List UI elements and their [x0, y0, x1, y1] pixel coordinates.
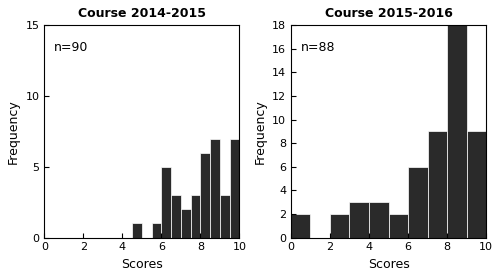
- Bar: [428, 131, 447, 238]
- Y-axis label: Frequency: Frequency: [254, 99, 266, 164]
- Bar: [152, 224, 162, 238]
- Title: Course 2015-2016: Course 2015-2016: [324, 7, 452, 20]
- Bar: [291, 214, 310, 238]
- Bar: [181, 209, 190, 238]
- Bar: [132, 224, 142, 238]
- Text: n=90: n=90: [54, 41, 88, 54]
- Bar: [190, 195, 200, 238]
- Bar: [162, 167, 171, 238]
- Title: Course 2014-2015: Course 2014-2015: [78, 7, 206, 20]
- Y-axis label: Frequency: Frequency: [7, 99, 20, 164]
- Bar: [200, 153, 210, 238]
- X-axis label: Scores: Scores: [368, 258, 410, 271]
- Bar: [369, 202, 388, 238]
- Bar: [388, 214, 408, 238]
- X-axis label: Scores: Scores: [121, 258, 163, 271]
- Bar: [447, 0, 466, 238]
- Bar: [230, 138, 239, 238]
- Bar: [330, 214, 349, 238]
- Bar: [220, 195, 230, 238]
- Bar: [466, 131, 486, 238]
- Bar: [171, 195, 181, 238]
- Bar: [210, 138, 220, 238]
- Bar: [408, 167, 428, 238]
- Bar: [350, 202, 369, 238]
- Text: n=88: n=88: [300, 41, 335, 54]
